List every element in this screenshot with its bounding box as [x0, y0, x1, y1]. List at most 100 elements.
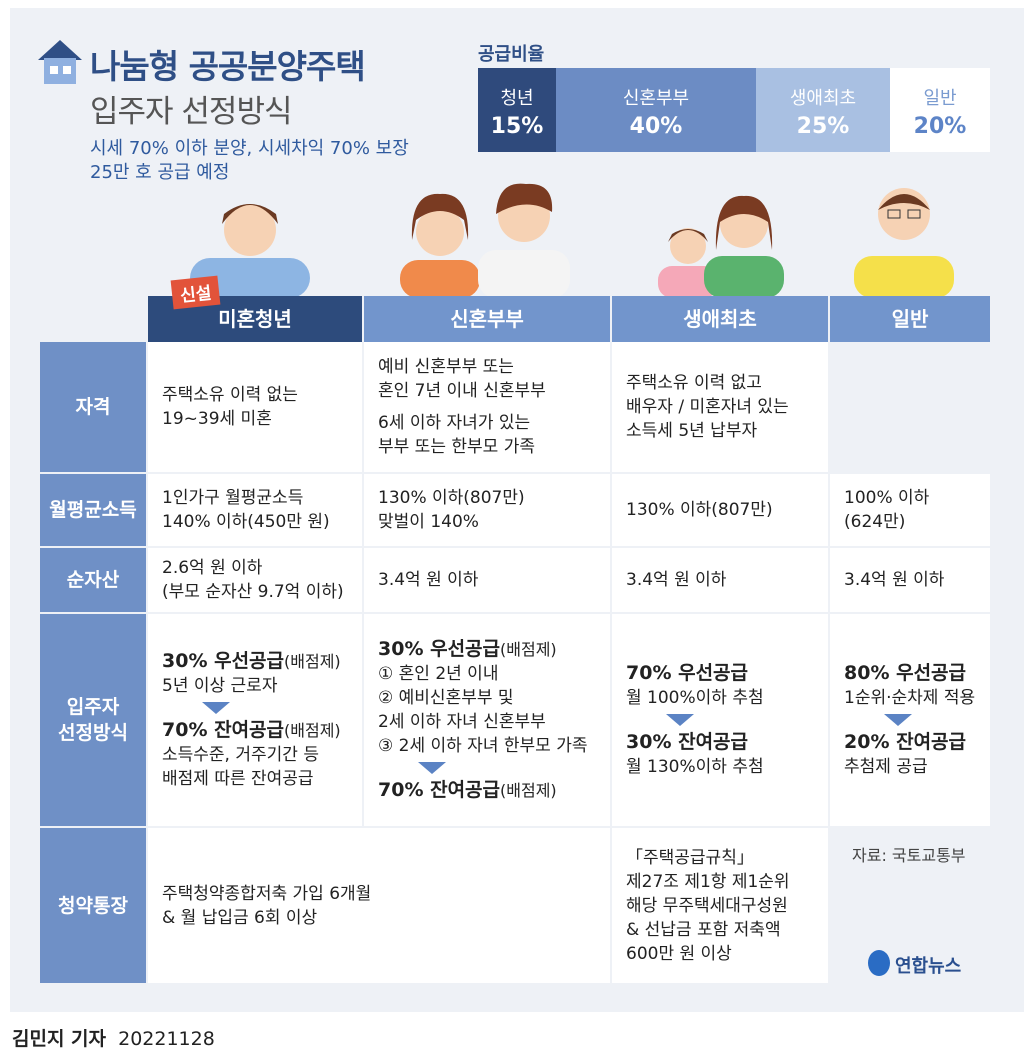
cell-line: 70% 잔여공급(배점제) [162, 718, 348, 743]
row-label: 순자산 [40, 548, 146, 612]
cell-line: & 월 납입금 6회 이상 [162, 907, 318, 928]
cell-line: 3.4억 원 이하 [844, 570, 945, 590]
note: (배점제) [284, 652, 341, 671]
date: 20221128 [118, 1028, 215, 1050]
cell-line: 70% 우선공급 [626, 661, 814, 686]
block: 1인가구 월평균소득 140% 이하(450만 원) [162, 486, 348, 534]
block: 70% 우선공급 월 100%이하 추첨 [626, 661, 814, 710]
emphasis: 80% 우선공급 [844, 662, 967, 684]
cell-line: 소득수준, 거주기간 등 [162, 745, 319, 765]
cell-line: 600만 원 이상 [626, 943, 732, 964]
subtitle: 입주자 선정방식 [90, 94, 292, 130]
cell: 주택소유 이력 없는 19~39세 미혼 [148, 342, 362, 472]
block: 30% 우선공급(배점제) ① 혼인 2년 이내 ② 예비신혼부부 및 2세 이하 자… [378, 637, 596, 758]
cell-line: 주택소유 이력 없는 [162, 385, 298, 405]
cell-line: 100% 이하 [844, 488, 930, 508]
cell-line: 30% 잔여공급 [626, 730, 814, 755]
description: 25만 호 공급 예정 [90, 162, 230, 183]
cell-line: 20% 잔여공급 [844, 730, 976, 755]
cell-line: 130% 이하(807만) [626, 500, 773, 520]
cell-line: 6세 이하 자녀가 있는 [378, 413, 531, 433]
row-label-line: 순자산 [66, 569, 120, 591]
illustration [190, 183, 954, 298]
cell-line: 예비 신혼부부 또는 [378, 357, 514, 377]
cell: 3.4억 원 이하 [830, 548, 990, 612]
cell-line: 혼인 7년 이내 신혼부부 [378, 381, 546, 401]
cell: 130% 이하(807만) 맞벌이 140% [364, 474, 610, 546]
cell-line: 30% 우선공급(배점제) [162, 649, 348, 674]
block: 「주택공급규칙」 제27조 제1항 제1순위 해당 무주택세대구성원 & 선납금 포함… [626, 846, 814, 966]
block: 6세 이하 자녀가 있는 부부 또는 한부모 가족 [378, 411, 596, 459]
badge: 신설 [170, 275, 221, 310]
cell-line: ① 혼인 2년 이내 [378, 664, 499, 684]
cell: 3.4억 원 이하 [364, 548, 610, 612]
cell-line: 30% 우선공급(배점제) [378, 637, 596, 662]
source: 자료: 국토교통부 [852, 846, 966, 865]
logo: 연합뉴스 [895, 956, 962, 977]
emphasis: 70% 우선공급 [626, 662, 749, 684]
row-label: 자격 [40, 342, 146, 472]
row-label: 월평균소득 [40, 474, 146, 546]
row-label-line: 입주자 [66, 696, 120, 718]
cell-line: 소득세 5년 납부자 [626, 421, 758, 441]
cell: 30% 우선공급(배점제) ① 혼인 2년 이내 ② 예비신혼부부 및 2세 이하 자… [364, 614, 610, 826]
logo-icon [868, 950, 890, 976]
ratio-segment: 일반 20% [890, 68, 990, 152]
cell-line: 주택청약종합저축 가입 6개월 [162, 883, 372, 904]
emphasis: 70% 잔여공급 [162, 719, 285, 741]
cell-line: 3.4억 원 이하 [626, 570, 727, 590]
block: 70% 잔여공급(배점제) [378, 778, 596, 803]
arrow [666, 714, 694, 726]
segment-share: 20% [913, 114, 967, 139]
column-header: 생애최초 [612, 296, 828, 342]
column-header: 신혼부부 [364, 296, 610, 342]
note: (배점제) [500, 640, 557, 659]
cell: 주택소유 이력 없고 배우자 / 미혼자녀 있는 소득세 5년 납부자 [612, 342, 828, 472]
segment-share: 15% [490, 114, 544, 139]
block: 주택청약종합저축 가입 6개월 & 월 납입금 6회 이상 [162, 882, 596, 930]
cell-line: (부모 순자산 9.7억 이하) [162, 582, 344, 602]
cell-line: 1순위·순차제 적용 [844, 688, 976, 708]
description: 시세 70% 이하 분양, 시세차익 70% 보장 [90, 138, 409, 159]
empty-cell [830, 342, 990, 472]
block: 130% 이하(807만) [626, 498, 814, 522]
cell-line: 맞벌이 140% [378, 512, 479, 532]
segment-name: 생애최초 [789, 88, 857, 109]
cell-line: 140% 이하(450만 원) [162, 512, 330, 532]
title: 나눔형 공공분양주택 [90, 47, 366, 86]
house-icon [38, 40, 82, 84]
cell-line: (624만) [844, 512, 906, 532]
note: (배점제) [284, 721, 341, 740]
row-label-line: 자격 [75, 396, 111, 418]
cell: 30% 우선공급(배점제) 5년 이상 근로자 70% 잔여공급(배점제) 소득수준,… [148, 614, 362, 826]
emphasis: 30% 우선공급 [162, 650, 285, 672]
cell-line: 2세 이하 자녀 신혼부부 [378, 712, 546, 732]
cell-line: 70% 잔여공급(배점제) [378, 778, 596, 803]
emphasis: 30% 우선공급 [378, 638, 501, 660]
block: 30% 잔여공급 월 130%이하 추첨 [626, 730, 814, 779]
cell-line: 3.4억 원 이하 [378, 570, 479, 590]
cell-line: 월 130%이하 추첨 [626, 757, 764, 777]
cell: 70% 우선공급 월 100%이하 추첨 30% 잔여공급 월 130%이하 추첨 [612, 614, 828, 826]
row-label: 입주자 선정방식 [40, 614, 146, 826]
cell: 3.4억 원 이하 [612, 548, 828, 612]
cell-line: ③ 2세 이하 자녀 한부모 가족 [378, 736, 588, 756]
block: 주택소유 이력 없고 배우자 / 미혼자녀 있는 소득세 5년 납부자 [626, 371, 814, 443]
cell-line: 130% 이하(807만) [378, 488, 525, 508]
block: 3.4억 원 이하 [626, 568, 814, 592]
cell: 130% 이하(807만) [612, 474, 828, 546]
row-label-line: 월평균소득 [49, 499, 137, 521]
note: (배점제) [500, 781, 557, 800]
ratio-title: 공급비율 [478, 44, 545, 65]
block: 2.6억 원 이하 (부모 순자산 9.7억 이하) [162, 556, 348, 604]
ratio-segment: 생애최초 25% [756, 68, 890, 152]
block: 3.4억 원 이하 [378, 568, 596, 592]
cell-line: 1인가구 월평균소득 [162, 488, 304, 508]
author: 김민지 기자 [12, 1028, 107, 1050]
column-header: 일반 [830, 296, 990, 342]
cell-line: 해당 무주택세대구성원 [626, 895, 788, 916]
cell-line: 2.6억 원 이하 [162, 558, 263, 578]
